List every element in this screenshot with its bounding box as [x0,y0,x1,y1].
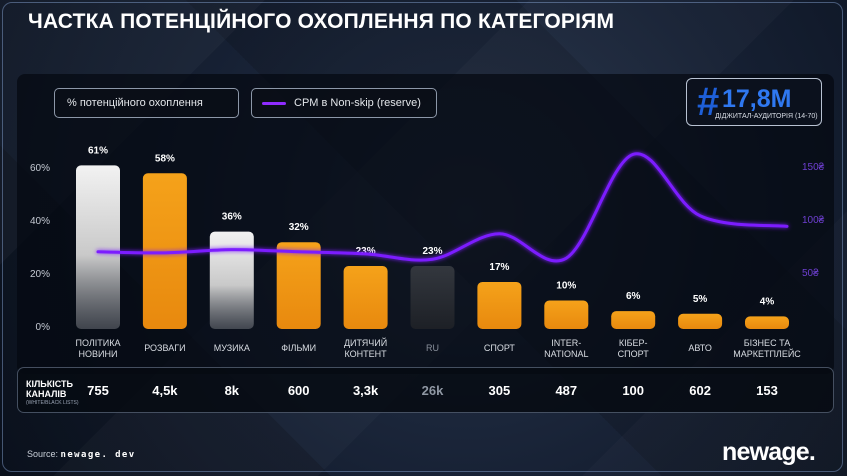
category-label: СПОРТ [618,349,650,359]
category-label: РОЗВАГИ [144,343,185,353]
newage-logo: newage. [722,438,816,466]
bar-value-label: 23% [356,246,376,257]
hash-icon: # [697,80,720,124]
bar [544,300,589,329]
category-label: INTER- [551,338,581,348]
category-label: НОВИНИ [79,349,118,359]
bar [745,316,789,329]
category-label: RU [426,343,439,353]
channel-count-value: 3,3k [352,383,379,398]
channel-count-value: 153 [756,383,778,398]
channel-count-value: 8k [224,383,240,398]
channel-count-value: 487 [555,383,578,398]
legend-cpm-label: CPM в Non-skip (reserve) [294,97,421,109]
legend-cpm-line-icon [262,101,286,105]
bar-value-label: 23% [422,246,442,257]
category-label: КОНТЕНТ [345,349,388,359]
y-right-tick: 50₴ [802,268,819,279]
legend-cpm: CPM в Non-skip (reserve) [251,88,437,118]
bar-value-label: 61% [88,145,108,156]
bar-value-label: 17% [489,262,509,273]
bar [343,266,388,329]
category-label: NATIONAL [544,349,588,359]
bar-value-label: 36% [222,212,242,223]
channel-count-sublabel: (WHITE/BLACK LISTS) [26,400,79,406]
channel-count-value: 755 [87,383,109,398]
channel-count-value: 602 [689,383,711,398]
audience-badge: # 17,8M ДІДЖИТАЛ-АУДИТОРІЯ (14-70) [686,78,822,126]
y-left-tick: 60% [30,163,50,174]
category-label: КІБЕР- [619,338,648,348]
category-label: МАРКЕТПЛЕЙС [733,348,801,359]
channel-count-label: КІЛЬКІСТЬ КАНАЛІВ [26,379,73,399]
legend-reach: % потенційного охоплення [54,88,239,118]
source-label: Source: [27,449,59,459]
bar-value-label: 10% [556,281,576,292]
y-left-tick: 40% [30,216,50,227]
bar-value-label: 58% [155,153,175,164]
channel-count-strip [17,367,834,413]
category-label: ПОЛІТИКА [76,338,121,348]
y-left-tick: 20% [30,269,50,280]
channel-count-value: 305 [488,383,511,398]
category-label: СПОРТ [484,343,516,353]
channel-count-value: 26k [421,383,444,398]
channel-count-value: 600 [287,383,310,398]
category-label: МУЗИКА [214,343,250,353]
legend-reach-label: % потенційного охоплення [67,97,203,109]
badge-caption: ДІДЖИТАЛ-АУДИТОРІЯ (14-70) [715,113,818,120]
y-left-tick: 0% [36,322,51,333]
bar-value-label: 4% [760,296,775,307]
bar [209,231,254,329]
category-label: ДИТЯЧИЙ [344,337,387,348]
bar [477,281,522,329]
cpm-line [96,152,789,263]
bar [142,173,187,329]
source-value: newage. dev [60,450,136,460]
bar-value-label: 32% [289,222,309,233]
y-right-tick: 150₴ [802,162,825,173]
bar-value-label: 5% [693,294,708,305]
channel-count-value: 4,5k [152,383,178,398]
y-right-tick: 100₴ [802,215,825,226]
badge-value: 17,8M [722,85,792,113]
bar [76,165,120,329]
source-line: Source: newage. dev [27,449,136,460]
page-title: ЧАСТКА ПОТЕНЦІЙНОГО ОХОПЛЕННЯ ПО КАТЕГОР… [28,10,615,33]
bar-value-label: 6% [626,291,641,302]
channel-count-label-line1: КІЛЬКІСТЬ [26,379,74,389]
channel-count-value: 100 [622,383,645,398]
channel-count-label-line2: КАНАЛІВ [26,389,67,399]
bar [276,242,321,329]
category-label: АВТО [688,343,712,353]
bar [410,266,455,329]
category-label: ФІЛЬМИ [281,343,316,353]
category-label: БІЗНЕС ТА [744,338,791,348]
bar [678,313,723,329]
bar [611,311,656,329]
